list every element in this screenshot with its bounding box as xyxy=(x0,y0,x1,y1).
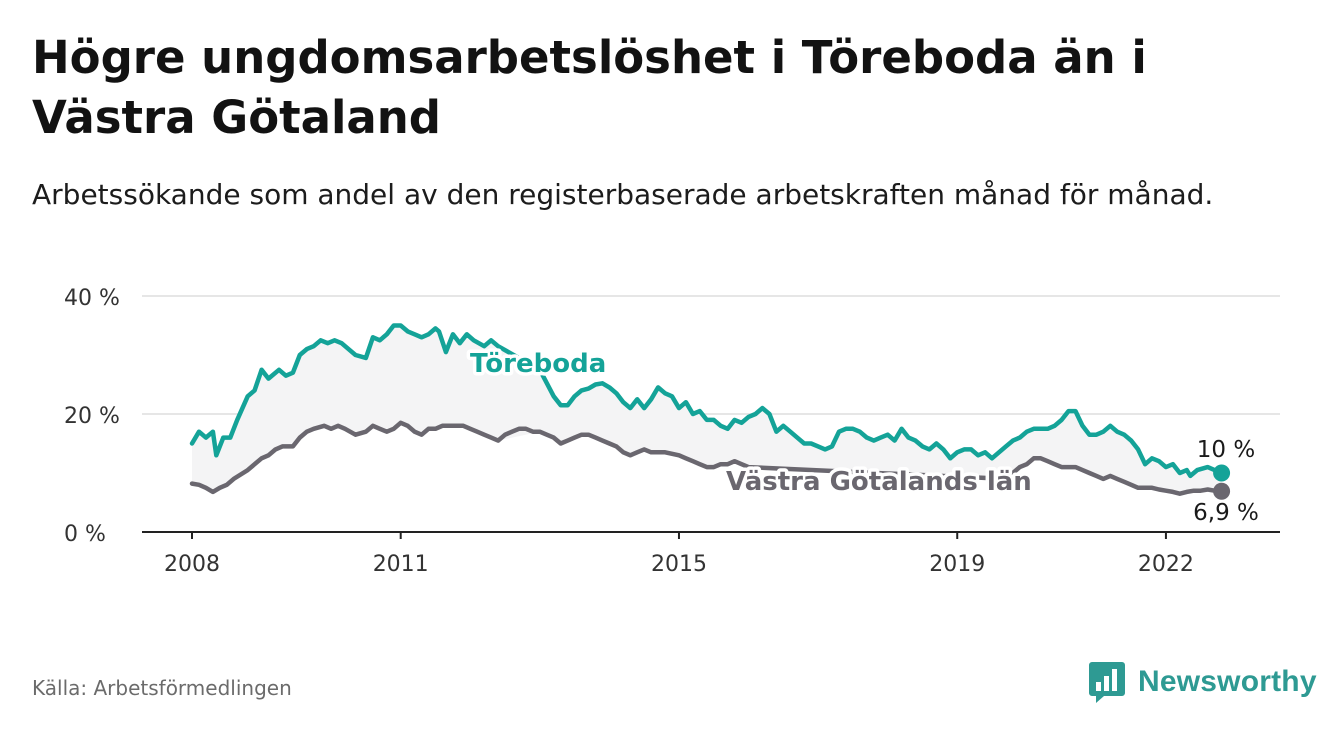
line-chart: 0 % 20 % 40 % 2008 2011 2015 2019 2022 Töreboda… xyxy=(64,286,1280,577)
brand-logo[interactable]: Newsworthy xyxy=(1088,660,1317,704)
brand-name: Newsworthy xyxy=(1138,665,1317,698)
source-note: Källa: Arbetsförmedlingen xyxy=(32,676,292,700)
x-tick-label: 2015 xyxy=(651,552,707,577)
x-tick-label: 2008 xyxy=(164,552,220,577)
axis-ticks: 0 % 20 % 40 % 2008 2011 2015 2019 2022 xyxy=(64,286,1194,577)
x-tick-label: 2011 xyxy=(373,552,429,577)
toreboda-label: Töreboda xyxy=(470,349,606,379)
toreboda-line xyxy=(189,323,1224,479)
chart-subtitle: Arbetssökande som andel av den registerb… xyxy=(32,178,1214,211)
chart-title: Högre ungdomsarbetslöshet i Töreboda än … xyxy=(32,31,1147,144)
toreboda-end-point xyxy=(1213,464,1231,482)
y-tick-label: 20 % xyxy=(64,404,120,429)
vastra-gotaland-end-value: 6,9 % xyxy=(1193,500,1259,526)
newsworthy-logo-icon xyxy=(1089,662,1125,703)
series-lines xyxy=(189,323,1231,500)
vastra-gotaland-line xyxy=(189,420,1224,496)
x-tick-label: 2019 xyxy=(929,552,985,577)
y-tick-label: 40 % xyxy=(64,286,120,311)
vastra-gotaland-label: Västra Götalands län xyxy=(726,467,1032,497)
toreboda-end-value: 10 % xyxy=(1197,437,1255,463)
series-labels: Töreboda Västra Götalands län 10 % 6,9 % xyxy=(467,346,1259,527)
vastra-gotaland-end-point xyxy=(1213,482,1231,500)
y-tick-label: 0 % xyxy=(64,522,106,547)
x-tick-label: 2022 xyxy=(1138,552,1194,577)
